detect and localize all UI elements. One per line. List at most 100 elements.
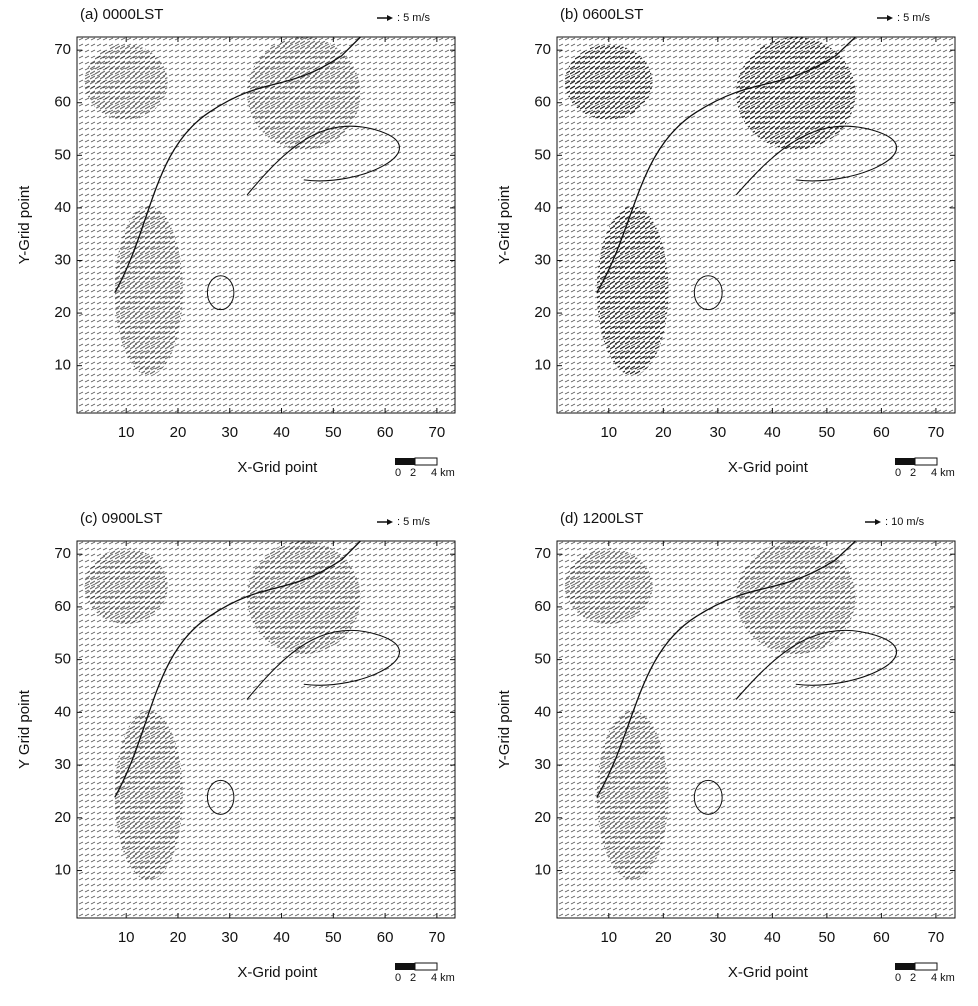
y-tick-label: 10 bbox=[534, 862, 551, 879]
panel: 10 20 30 40 50 60 70 10 20 30 40 50 60 70 (a) 0000LST:… bbox=[16, 6, 456, 479]
x-tick-label: 20 bbox=[655, 929, 672, 946]
x-tick-label: 20 bbox=[170, 424, 187, 441]
island bbox=[206, 275, 235, 311]
panel-title: (d) 1200LST bbox=[560, 510, 643, 527]
x-tick-label: 50 bbox=[325, 424, 342, 441]
y-tick-label: 10 bbox=[534, 357, 551, 374]
coastline bbox=[246, 629, 400, 700]
x-tick-label: 60 bbox=[873, 424, 890, 441]
y-axis-label: Y Grid point bbox=[16, 689, 33, 769]
x-tick-label: 50 bbox=[819, 929, 836, 946]
x-tick-label: 10 bbox=[600, 424, 617, 441]
y-tick-label: 20 bbox=[54, 809, 71, 826]
y-tick-label: 40 bbox=[54, 199, 71, 216]
y-tick-label: 50 bbox=[534, 146, 551, 163]
y-tick-label: 20 bbox=[54, 304, 71, 321]
island bbox=[206, 779, 235, 815]
panel-title: (a) 0000LST bbox=[80, 6, 163, 23]
x-axis-label: X-Grid point bbox=[728, 964, 809, 981]
dense-vectors bbox=[564, 37, 856, 376]
x-tick-label: 30 bbox=[709, 424, 726, 441]
x-tick-label: 40 bbox=[764, 929, 781, 946]
reference-arrowhead bbox=[387, 519, 393, 525]
dense-region bbox=[736, 37, 856, 150]
x-tick-label: 10 bbox=[118, 929, 135, 946]
dense-region bbox=[84, 548, 168, 624]
distance-label: 4 km bbox=[931, 467, 955, 479]
dense-region bbox=[564, 548, 653, 624]
y-axis-label: Y-Grid point bbox=[496, 689, 513, 768]
y-axis-label: Y-Grid point bbox=[16, 185, 33, 264]
distance-bar bbox=[395, 458, 415, 465]
distance-bar bbox=[914, 962, 938, 971]
reference-label: : 5 m/s bbox=[397, 12, 431, 24]
reference-arrowhead bbox=[887, 15, 893, 21]
x-tick-label: 20 bbox=[655, 424, 672, 441]
distance-label: 2 bbox=[410, 467, 416, 479]
y-tick-label: 30 bbox=[534, 251, 551, 268]
x-tick-label: 60 bbox=[873, 929, 890, 946]
x-tick-label: 10 bbox=[118, 424, 135, 441]
x-tick-label: 20 bbox=[170, 929, 187, 946]
distance-label: 0 bbox=[395, 972, 401, 984]
plot-frame bbox=[76, 540, 456, 919]
distance-label: 4 km bbox=[431, 467, 455, 479]
y-tick-label: 70 bbox=[54, 41, 71, 58]
panel-title: (b) 0600LST bbox=[560, 6, 643, 23]
reference-arrowhead bbox=[387, 15, 393, 21]
panel: 10 20 30 40 50 60 70 10 20 30 40 50 60 70 (b) 0600LST:… bbox=[496, 6, 956, 479]
distance-bar bbox=[914, 457, 938, 466]
y-tick-label: 20 bbox=[534, 304, 551, 321]
x-tick-label: 40 bbox=[273, 929, 290, 946]
plot-frame bbox=[556, 540, 956, 919]
y-tick-label: 60 bbox=[54, 94, 71, 111]
x-tick-label: 70 bbox=[429, 929, 446, 946]
distance-bar bbox=[895, 963, 915, 970]
distance-bar bbox=[414, 962, 438, 971]
dense-region bbox=[736, 541, 856, 655]
x-tick-label: 30 bbox=[221, 424, 238, 441]
x-tick-label: 70 bbox=[928, 929, 945, 946]
coastline bbox=[246, 125, 400, 196]
x-tick-label: 40 bbox=[764, 424, 781, 441]
x-tick-label: 50 bbox=[325, 929, 342, 946]
y-axis-label: Y-Grid point bbox=[496, 185, 513, 264]
y-tick-label: 40 bbox=[534, 199, 551, 216]
dense-vectors bbox=[84, 541, 361, 881]
y-tick-label: 10 bbox=[54, 862, 71, 879]
coastline bbox=[735, 629, 898, 700]
distance-label: 2 bbox=[910, 972, 916, 984]
plot-frame bbox=[76, 36, 456, 414]
reference-label: : 10 m/s bbox=[885, 516, 925, 528]
distance-label: 4 km bbox=[931, 972, 955, 984]
x-tick-label: 50 bbox=[819, 424, 836, 441]
y-tick-label: 30 bbox=[54, 251, 71, 268]
y-tick-label: 30 bbox=[534, 756, 551, 773]
dense-region bbox=[114, 710, 183, 881]
distance-bar bbox=[395, 963, 415, 970]
y-tick-label: 70 bbox=[534, 545, 551, 562]
distance-label: 0 bbox=[895, 972, 901, 984]
y-tick-label: 70 bbox=[534, 41, 551, 58]
dense-region bbox=[596, 206, 669, 376]
x-axis-label: X-Grid point bbox=[237, 964, 318, 981]
distance-label: 0 bbox=[895, 467, 901, 479]
x-tick-label: 70 bbox=[429, 424, 446, 441]
y-tick-label: 40 bbox=[534, 703, 551, 720]
y-tick-label: 50 bbox=[54, 146, 71, 163]
y-tick-label: 70 bbox=[54, 545, 71, 562]
distance-label: 4 km bbox=[431, 972, 455, 984]
x-tick-label: 70 bbox=[928, 424, 945, 441]
y-tick-label: 60 bbox=[534, 598, 551, 615]
coastline bbox=[114, 36, 361, 293]
distance-label: 2 bbox=[410, 972, 416, 984]
y-tick-label: 30 bbox=[54, 756, 71, 773]
coastline bbox=[596, 36, 856, 294]
dense-region bbox=[114, 206, 183, 376]
distance-label: 2 bbox=[910, 467, 916, 479]
coastline bbox=[735, 125, 898, 196]
y-tick-label: 60 bbox=[54, 598, 71, 615]
dense-vectors bbox=[84, 37, 361, 376]
island bbox=[693, 275, 723, 311]
